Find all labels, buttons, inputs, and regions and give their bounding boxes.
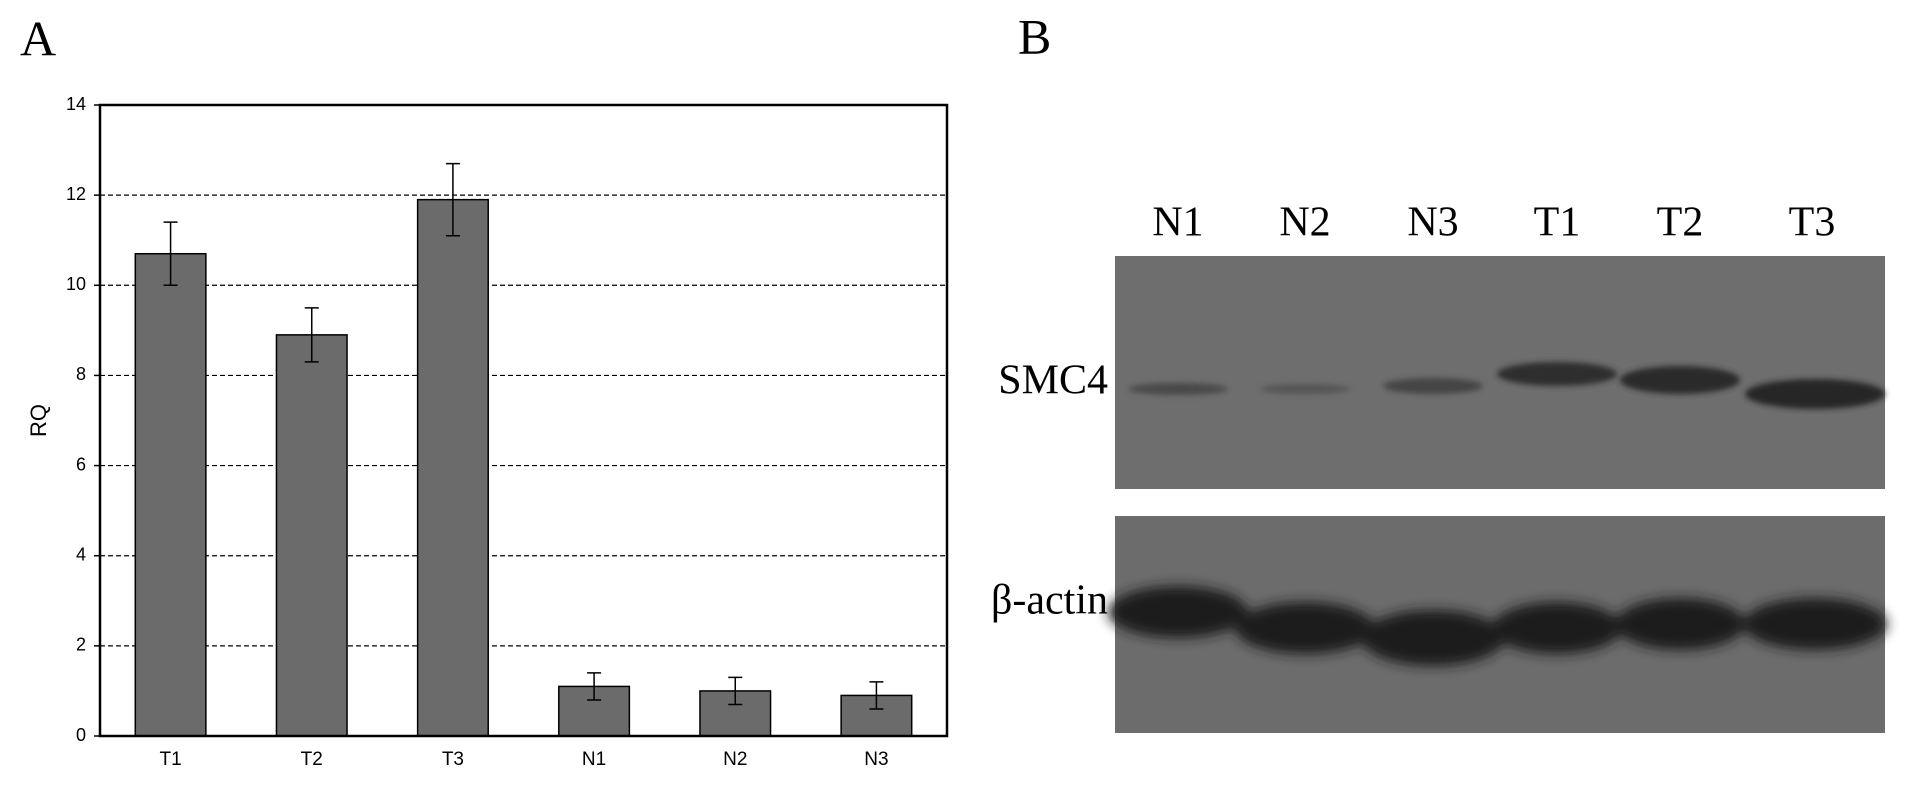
y-tick-label: 4	[76, 544, 86, 564]
y-tick-label: 6	[76, 454, 86, 474]
lane-label: N1	[1152, 200, 1203, 246]
y-tick-label: 8	[76, 364, 86, 384]
bar	[275, 334, 348, 737]
error-bar	[304, 307, 319, 363]
lane-label: N3	[1407, 200, 1458, 246]
error-bar	[163, 221, 178, 287]
y-tick-label: 14	[66, 94, 86, 114]
bar	[134, 252, 207, 737]
lane-label: T2	[1657, 200, 1704, 246]
smc4-bands	[1128, 362, 1885, 409]
error-bar	[728, 676, 743, 706]
blot-labels: N1 N2 N3 T1 T2 T3 SMC4 β-actin	[991, 200, 1835, 624]
lane-label: T1	[1534, 200, 1581, 246]
y-axis-label: RQ	[26, 404, 51, 437]
x-tick-label: N3	[864, 749, 888, 770]
row-label: SMC4	[998, 358, 1108, 404]
x-tick-label: N1	[582, 749, 606, 770]
error-bar	[587, 672, 602, 701]
bar	[416, 198, 489, 737]
y-tick-label: 0	[76, 725, 86, 745]
panel-label: A	[20, 10, 56, 66]
y-tick-label: 2	[76, 635, 86, 655]
bar-chart: 0 2 4 6 8 10 12 14 RQ T1 T2 T3 N1 N2 N3	[26, 94, 949, 770]
western-blot: N1 N2 N3 T1 T2 T3 SMC4 β-actin	[991, 200, 1887, 733]
error-bar	[445, 162, 460, 237]
panel-label: B	[1018, 8, 1051, 64]
lane-label: T3	[1789, 200, 1836, 246]
x-tick-label: N2	[723, 749, 747, 770]
lane-label: N2	[1279, 200, 1330, 246]
x-tick-label: T1	[159, 749, 181, 770]
error-bar	[869, 681, 884, 710]
y-tick-label: 12	[66, 184, 86, 204]
row-label: β-actin	[991, 578, 1108, 624]
actin-bands	[1108, 586, 1887, 666]
x-tick-label: T2	[301, 749, 323, 770]
x-tick-label: T3	[442, 749, 464, 770]
plot-frame	[98, 103, 949, 738]
y-tick-label: 10	[66, 274, 86, 294]
